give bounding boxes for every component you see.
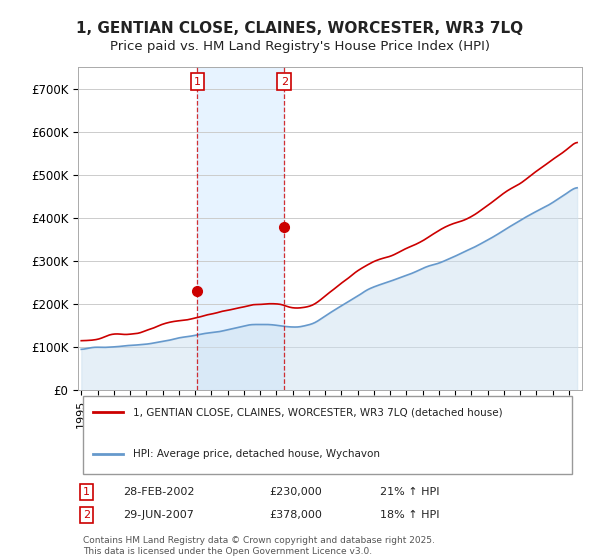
Text: 1: 1: [194, 77, 201, 87]
Text: 1, GENTIAN CLOSE, CLAINES, WORCESTER, WR3 7LQ (detached house): 1, GENTIAN CLOSE, CLAINES, WORCESTER, WR…: [133, 407, 503, 417]
Text: 29-JUN-2007: 29-JUN-2007: [124, 510, 194, 520]
FancyBboxPatch shape: [83, 396, 572, 474]
Text: 2: 2: [281, 77, 288, 87]
Text: Price paid vs. HM Land Registry's House Price Index (HPI): Price paid vs. HM Land Registry's House …: [110, 40, 490, 53]
Text: 18% ↑ HPI: 18% ↑ HPI: [380, 510, 440, 520]
Bar: [197, 67, 284, 390]
Text: £230,000: £230,000: [269, 487, 322, 497]
Text: 28-FEB-2002: 28-FEB-2002: [124, 487, 195, 497]
Text: 1: 1: [83, 487, 90, 497]
Text: 21% ↑ HPI: 21% ↑ HPI: [380, 487, 440, 497]
Text: Contains HM Land Registry data © Crown copyright and database right 2025.
This d: Contains HM Land Registry data © Crown c…: [83, 536, 435, 556]
Text: 1, GENTIAN CLOSE, CLAINES, WORCESTER, WR3 7LQ: 1, GENTIAN CLOSE, CLAINES, WORCESTER, WR…: [76, 21, 524, 36]
Text: HPI: Average price, detached house, Wychavon: HPI: Average price, detached house, Wych…: [133, 449, 380, 459]
Text: 2: 2: [83, 510, 90, 520]
Text: £378,000: £378,000: [269, 510, 322, 520]
